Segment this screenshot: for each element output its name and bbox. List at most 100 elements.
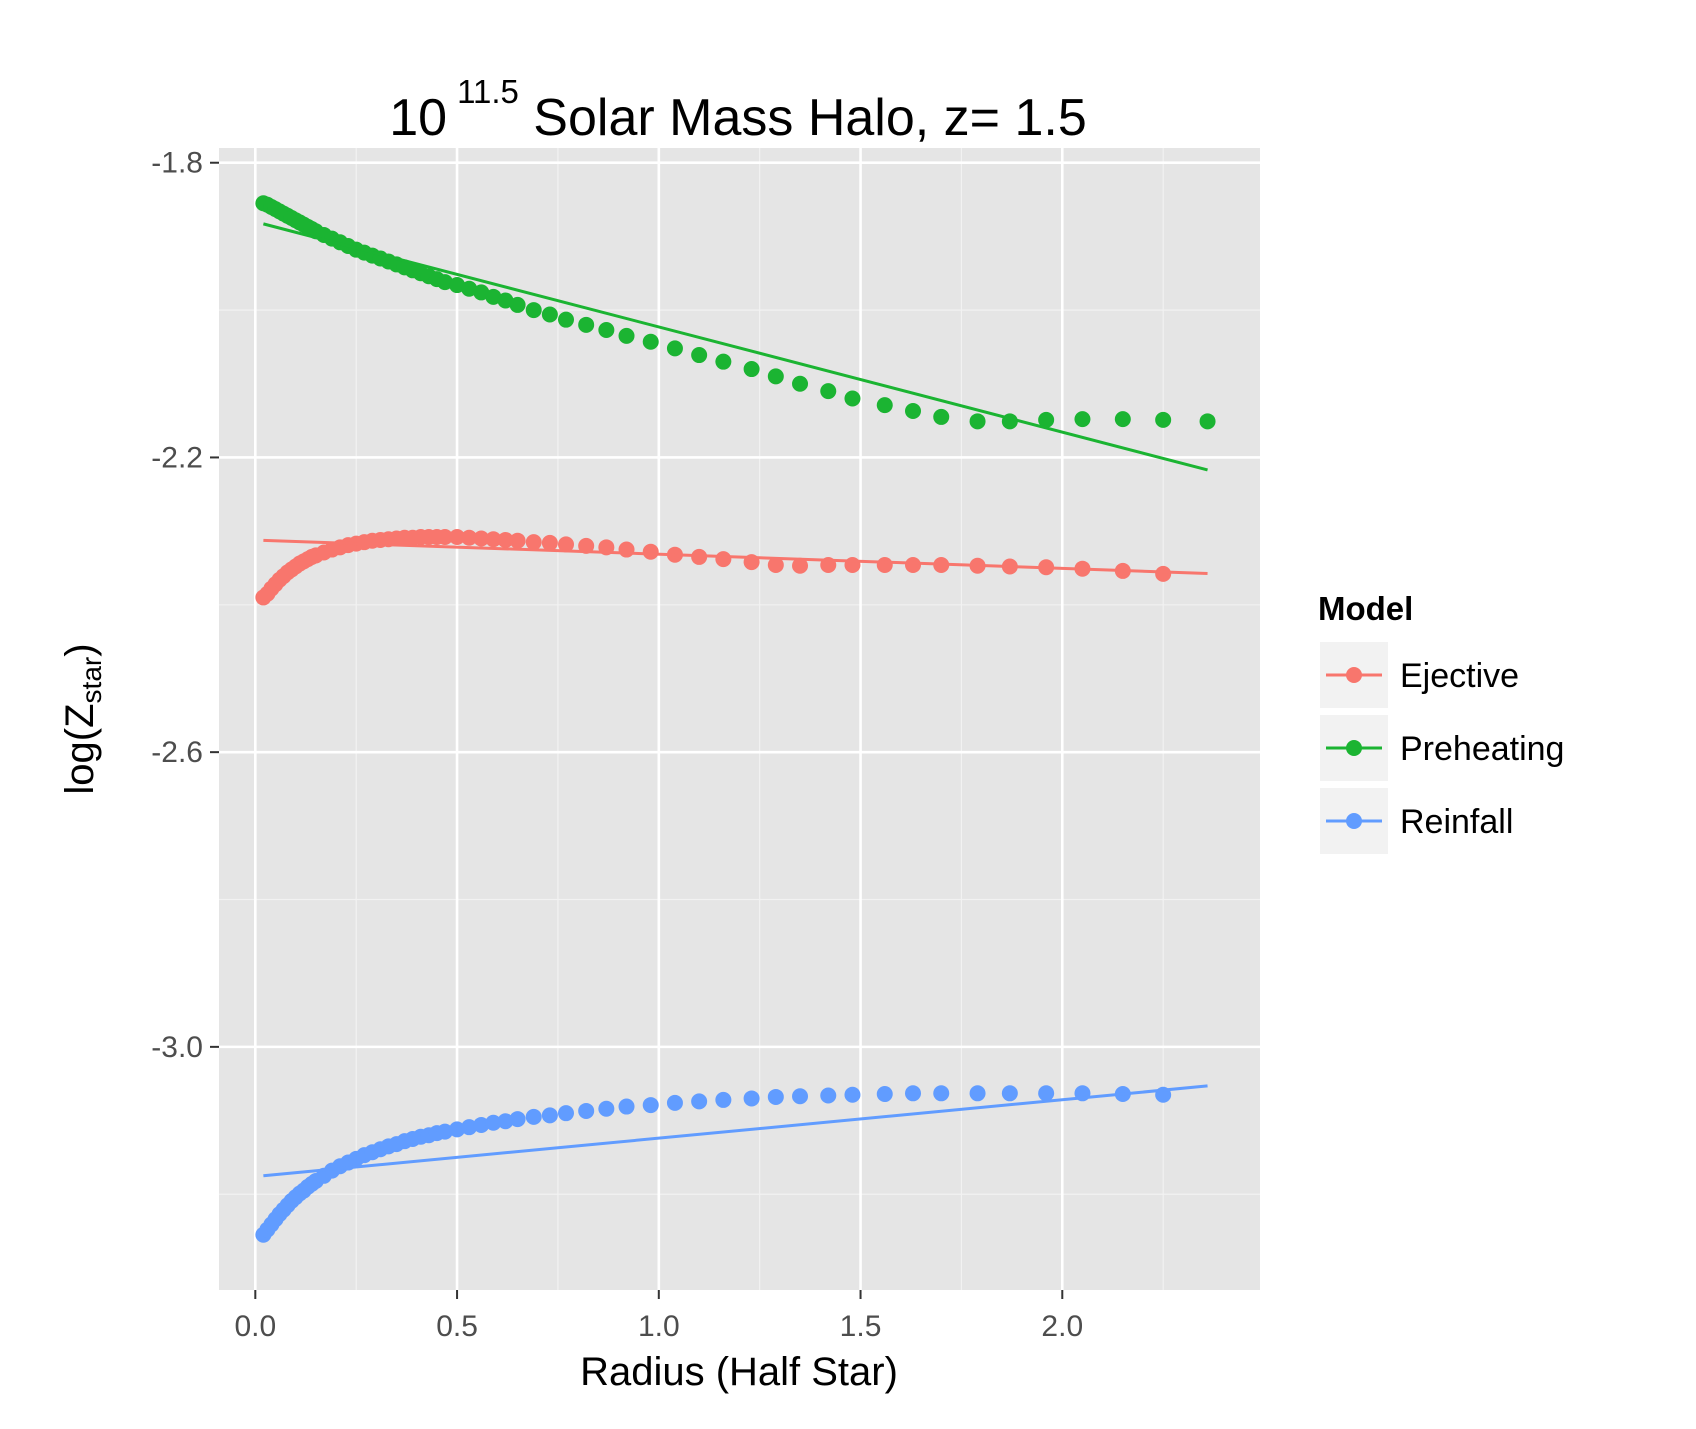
plot-panel xyxy=(219,148,1260,1290)
y-axis-title-suffix: ) xyxy=(58,643,102,656)
point-ejective xyxy=(485,531,502,548)
point-preheating xyxy=(820,383,837,400)
point-preheating xyxy=(666,340,683,357)
point-reinfall xyxy=(509,1111,526,1128)
y-axis-title-subscript: star xyxy=(76,657,107,704)
point-ejective xyxy=(876,557,893,574)
legend-key-point xyxy=(1346,667,1362,683)
point-reinfall xyxy=(767,1088,784,1105)
point-preheating xyxy=(691,347,708,364)
point-preheating xyxy=(598,321,615,338)
legend-label-reinfall: Reinfall xyxy=(1400,803,1513,841)
point-ejective xyxy=(473,530,490,547)
point-reinfall xyxy=(525,1108,542,1125)
y-axis-title: log(Zstar) xyxy=(58,643,107,794)
trend-line-ejective xyxy=(263,538,1208,575)
point-preheating xyxy=(461,280,478,297)
point-ejective xyxy=(905,557,921,574)
point-reinfall xyxy=(436,1123,453,1140)
point-ejective xyxy=(558,536,574,553)
point-reinfall xyxy=(1001,1085,1018,1102)
point-ejective xyxy=(497,531,514,548)
point-ejective xyxy=(792,557,809,574)
point-ejective xyxy=(509,532,526,549)
point-reinfall xyxy=(618,1098,635,1115)
legend-key-point xyxy=(1346,740,1362,756)
point-reinfall xyxy=(905,1085,921,1102)
grid-minor xyxy=(219,148,1260,1290)
chart-title-base: 10 xyxy=(389,89,447,147)
legend-key-point xyxy=(1346,813,1362,829)
trend-line-preheating xyxy=(263,222,1208,472)
point-preheating xyxy=(715,353,732,370)
point-preheating xyxy=(876,397,893,414)
y-tick-label: -1.8 xyxy=(151,147,203,180)
point-preheating xyxy=(578,316,595,333)
point-reinfall xyxy=(461,1119,478,1136)
point-ejective xyxy=(541,534,558,551)
x-tick-label: 2.0 xyxy=(1041,1310,1083,1343)
x-axis-title: Radius (Half Star) xyxy=(580,1350,898,1394)
point-preheating xyxy=(1155,411,1172,428)
point-preheating xyxy=(485,288,502,305)
legend-entry-ejective: Ejective xyxy=(1320,642,1519,708)
legend-label-ejective: Ejective xyxy=(1400,657,1519,695)
point-reinfall xyxy=(666,1094,683,1111)
point-preheating xyxy=(1199,413,1216,430)
point-preheating xyxy=(1038,411,1055,428)
point-reinfall xyxy=(933,1085,950,1102)
series-reinfall xyxy=(255,1084,1208,1243)
point-reinfall xyxy=(485,1114,502,1131)
point-preheating xyxy=(558,311,574,328)
point-ejective xyxy=(715,551,732,568)
x-tick-label: 0.5 xyxy=(436,1310,478,1343)
point-ejective xyxy=(642,543,659,560)
point-ejective xyxy=(1155,565,1172,582)
point-reinfall xyxy=(558,1105,574,1122)
point-preheating xyxy=(844,390,861,407)
chart-title-exponent: 11.5 xyxy=(457,73,519,110)
x-axis: 0.0 0.5 1.0 1.5 2.0 xyxy=(234,1290,1083,1343)
chart-title-rest: Solar Mass Halo, z= 1.5 xyxy=(519,89,1087,147)
point-preheating xyxy=(1114,411,1131,428)
series-preheating xyxy=(255,195,1216,472)
point-preheating xyxy=(436,274,453,291)
point-ejective xyxy=(578,537,595,554)
x-tick-label: 0.0 xyxy=(234,1310,276,1343)
point-reinfall xyxy=(449,1121,466,1138)
legend-title: Model xyxy=(1318,590,1413,627)
point-preheating xyxy=(1074,411,1091,428)
point-preheating xyxy=(618,327,635,344)
point-preheating xyxy=(792,375,809,392)
point-preheating xyxy=(767,368,784,385)
point-preheating xyxy=(743,361,760,378)
legend-entry-preheating: Preheating xyxy=(1320,715,1564,781)
legend: Model Ejective Preheating Reinfall xyxy=(1318,590,1564,854)
trend-line-reinfall xyxy=(263,1084,1208,1178)
point-reinfall xyxy=(497,1113,514,1130)
y-tick-label: -2.6 xyxy=(151,736,203,769)
x-tick-label: 1.0 xyxy=(638,1310,680,1343)
point-preheating xyxy=(933,408,950,425)
y-axis: -1.8 -2.2 -2.6 -3.0 xyxy=(151,147,219,1064)
series-layer xyxy=(255,195,1216,1243)
point-ejective xyxy=(767,557,784,574)
point-preheating xyxy=(525,302,542,319)
point-reinfall xyxy=(743,1090,760,1107)
point-preheating xyxy=(541,306,558,323)
point-reinfall xyxy=(792,1088,809,1105)
point-preheating xyxy=(473,284,490,301)
point-preheating xyxy=(509,296,526,313)
y-tick-label: -3.0 xyxy=(151,1031,203,1064)
point-reinfall xyxy=(1038,1085,1055,1102)
point-preheating xyxy=(905,403,921,420)
legend-label-preheating: Preheating xyxy=(1400,730,1564,768)
point-reinfall xyxy=(578,1102,595,1119)
legend-entry-reinfall: Reinfall xyxy=(1320,788,1513,854)
point-preheating xyxy=(642,333,659,350)
point-ejective xyxy=(461,529,478,546)
point-reinfall xyxy=(691,1093,708,1110)
point-reinfall xyxy=(969,1085,986,1102)
